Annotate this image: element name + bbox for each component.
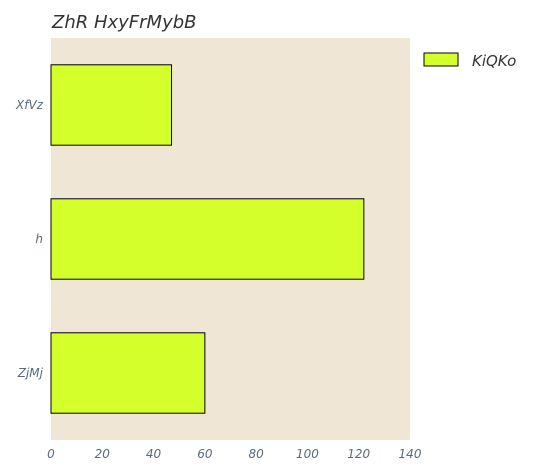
legend-label: KiQKo [472,52,516,70]
x-tick-label: 0 [47,447,55,461]
x-tick-label: 60 [197,447,213,461]
category-label: h [35,232,43,246]
bar-XfVz [50,64,173,146]
x-tick-label: 80 [249,447,265,461]
legend-swatch [423,52,459,67]
x-tick-label: 120 [347,447,370,461]
x-tick-label: 40 [146,447,162,461]
bar-h [50,198,365,280]
category-label: XfVz [15,98,44,112]
category-label: ZjMj [17,366,44,380]
x-tick-label: 140 [399,447,422,461]
bar-ZjMj [50,332,206,414]
chart-title: ZhR HxyFrMybB [51,12,197,33]
x-tick-label: 100 [296,447,319,461]
x-tick-label: 20 [95,447,111,461]
legend: KiQKo [423,52,516,70]
